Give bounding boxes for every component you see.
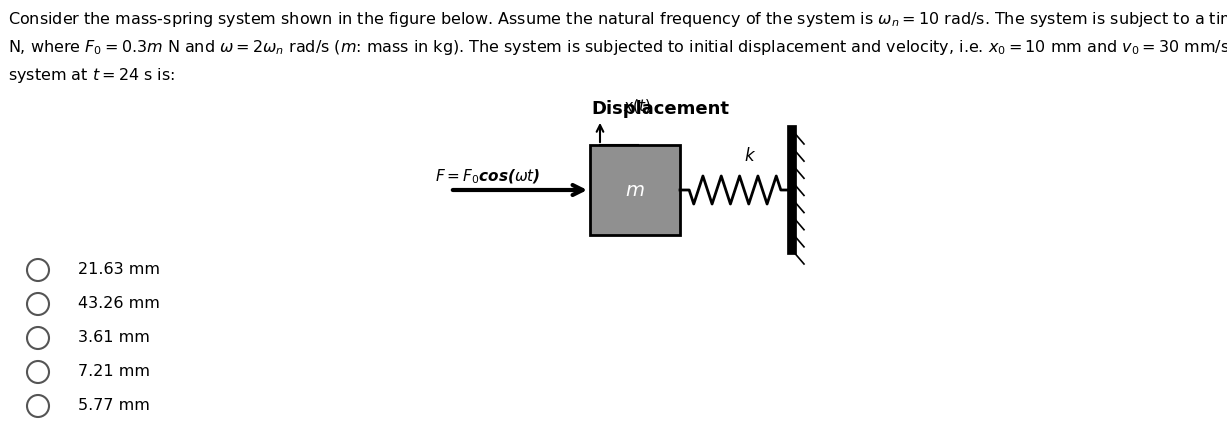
Text: $k$: $k$ (744, 147, 756, 165)
Text: 3.61 mm: 3.61 mm (79, 331, 150, 345)
Text: 21.63 mm: 21.63 mm (79, 262, 160, 277)
Text: Displacement: Displacement (591, 100, 729, 118)
Text: system at $t = 24$ s is:: system at $t = 24$ s is: (9, 66, 175, 85)
Text: 43.26 mm: 43.26 mm (79, 297, 160, 311)
Text: Consider the mass-spring system shown in the figure below. Assume the natural fr: Consider the mass-spring system shown in… (9, 10, 1227, 29)
Text: $F = F_0$cos($\omega t$): $F = F_0$cos($\omega t$) (436, 168, 540, 186)
Text: 7.21 mm: 7.21 mm (79, 365, 150, 380)
Text: N, where $F_0 = 0.3m$ N and $\omega = 2\omega_n$ rad/s ($m$: mass in kg). The sy: N, where $F_0 = 0.3m$ N and $\omega = 2\… (9, 38, 1227, 57)
Text: $x(t)$: $x(t)$ (623, 97, 650, 115)
Text: $m$: $m$ (626, 181, 645, 200)
Bar (590, 145, 680, 235)
Text: 5.77 mm: 5.77 mm (79, 399, 150, 414)
